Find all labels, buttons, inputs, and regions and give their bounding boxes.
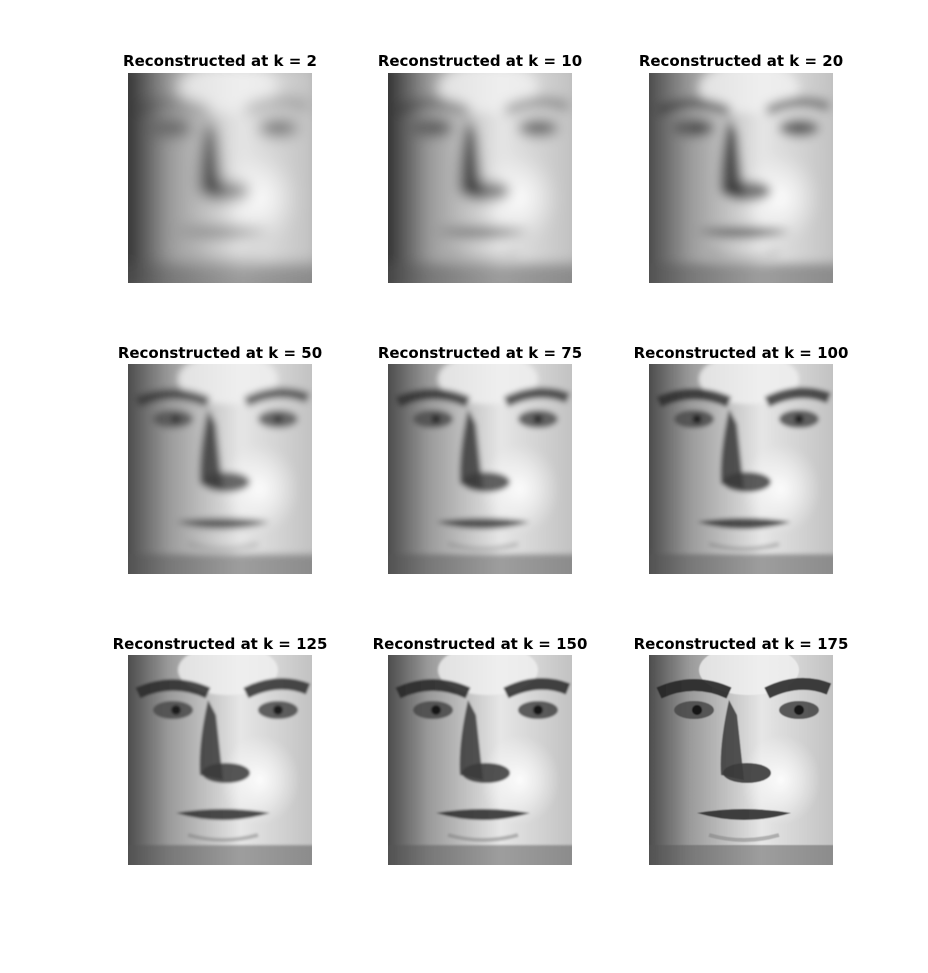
face-image-k75 [388, 364, 572, 574]
panel-title-k50: Reconstructed at k = 50 [117, 344, 323, 362]
panel-title-k2: Reconstructed at k = 2 [123, 52, 317, 70]
face-image-k20 [649, 73, 833, 283]
face-image-k50 [128, 364, 312, 574]
panel-title-k175: Reconstructed at k = 175 [633, 635, 849, 653]
panel-title-k125: Reconstructed at k = 125 [112, 635, 328, 653]
panel-title-k10: Reconstructed at k = 10 [377, 52, 583, 70]
panel-title-k20: Reconstructed at k = 20 [638, 52, 844, 70]
face-image-k100 [649, 364, 833, 574]
panel-title-k75: Reconstructed at k = 75 [377, 344, 583, 362]
face-image-k2 [128, 73, 312, 283]
panel-title-k150: Reconstructed at k = 150 [372, 635, 588, 653]
face-image-k150 [388, 655, 572, 865]
panel-title-k100: Reconstructed at k = 100 [633, 344, 849, 362]
face-image-k125 [128, 655, 312, 865]
face-image-k175 [649, 655, 833, 865]
face-image-k10 [388, 73, 572, 283]
